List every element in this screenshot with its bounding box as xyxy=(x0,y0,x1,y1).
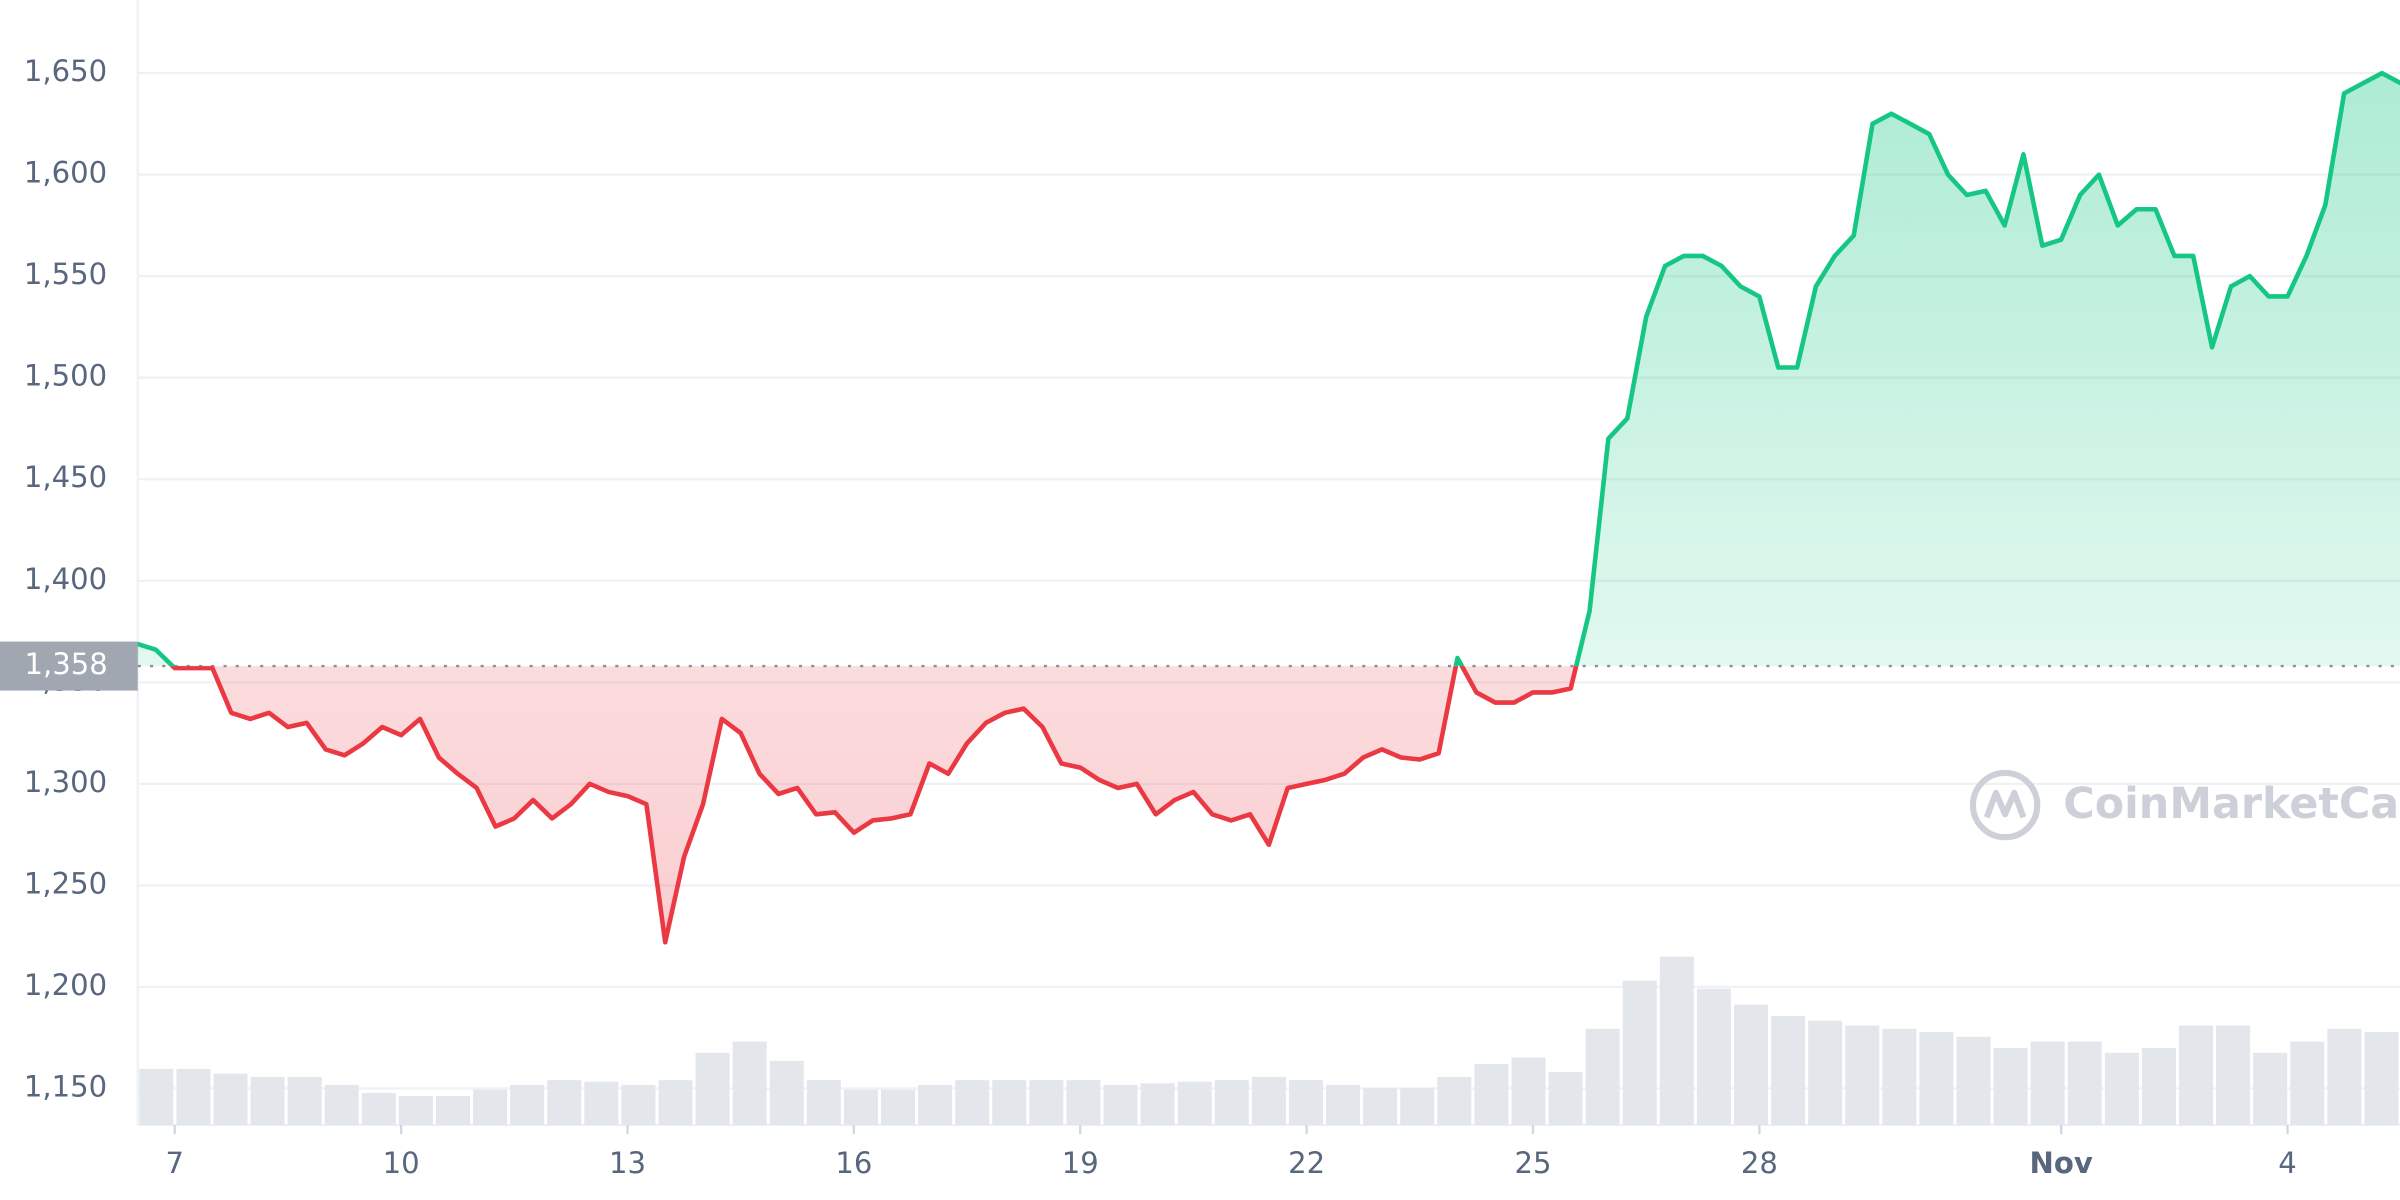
y-tick-label: 1,450 xyxy=(24,460,107,494)
watermark-text: CoinMarketCap xyxy=(2063,779,2400,829)
volume-bar xyxy=(1288,1080,1323,1125)
y-tick-label: 1,200 xyxy=(24,968,107,1002)
volume-bar xyxy=(1363,1088,1398,1125)
volume-bar xyxy=(361,1092,396,1125)
volume-bar xyxy=(473,1089,508,1125)
volume-bar xyxy=(1882,1028,1917,1125)
volume-bar xyxy=(881,1089,916,1125)
volume-bar xyxy=(955,1080,990,1125)
volume-bar xyxy=(584,1081,619,1125)
volume-bar xyxy=(2067,1041,2102,1125)
x-tick-label: 7 xyxy=(165,1146,184,1180)
y-tick-label: 1,300 xyxy=(24,765,107,799)
x-tick-label: 10 xyxy=(383,1146,420,1180)
volume-bar xyxy=(1474,1064,1509,1125)
y-tick-label: 1,400 xyxy=(24,562,107,596)
y-tick-label: 1,500 xyxy=(24,359,107,393)
logo xyxy=(1969,769,2041,841)
y-tick-label: 1,650 xyxy=(24,54,107,88)
x-tick-label: 28 xyxy=(1741,1146,1778,1180)
volume-bar xyxy=(2253,1052,2288,1125)
volume-bar xyxy=(1733,1004,1769,1125)
volume-bar xyxy=(695,1052,730,1125)
volume-bar xyxy=(1400,1088,1435,1125)
volume-bar xyxy=(658,1080,693,1125)
watermark: CoinMarketCap xyxy=(1969,769,2400,841)
volume-bar xyxy=(1177,1081,1212,1125)
x-tick-label: 22 xyxy=(1288,1146,1325,1180)
volume-bar xyxy=(1103,1084,1138,1125)
volume-bar xyxy=(769,1060,804,1125)
volume-bar xyxy=(1511,1057,1546,1125)
volume-bar xyxy=(732,1041,767,1125)
volume-bar xyxy=(1696,988,1731,1125)
volume-bar xyxy=(1066,1080,1101,1125)
axes: 1,1501,2001,2501,3001,3501,4001,4501,500… xyxy=(0,54,2297,1180)
reference-label-box xyxy=(0,641,138,691)
volume-bar xyxy=(1771,1015,1806,1125)
volume-bar xyxy=(1140,1083,1175,1125)
volume-bar xyxy=(2179,1025,2214,1125)
volume-bar xyxy=(398,1096,433,1125)
volume-bar xyxy=(547,1080,582,1125)
volume-bar xyxy=(1326,1084,1361,1125)
volume-bar xyxy=(1659,956,1694,1125)
volume-bar xyxy=(2141,1048,2176,1125)
y-tick-label: 1,550 xyxy=(24,257,107,291)
price-line-up xyxy=(136,70,2400,667)
volume xyxy=(139,956,2399,1125)
volume-bar xyxy=(2327,1028,2362,1125)
volume-bar xyxy=(510,1084,545,1125)
x-tick-label: Nov xyxy=(2030,1146,2093,1180)
volume-bar xyxy=(435,1096,470,1125)
volume-bar xyxy=(250,1076,285,1125)
volume-bar xyxy=(324,1084,359,1125)
x-tick-label: 25 xyxy=(1514,1146,1551,1180)
volume-bar xyxy=(992,1080,1027,1125)
volume-bar xyxy=(2104,1052,2139,1125)
price-line-down xyxy=(169,666,1579,945)
y-tick-label: 1,150 xyxy=(24,1069,107,1103)
x-tick-label: 16 xyxy=(835,1146,872,1180)
area-below xyxy=(172,666,1577,943)
x-tick-label: 4 xyxy=(2278,1146,2297,1180)
y-tick-label: 1,600 xyxy=(24,156,107,190)
volume-bar xyxy=(806,1080,841,1125)
area-above xyxy=(136,73,2400,667)
volume-bar xyxy=(1214,1080,1249,1125)
plot xyxy=(136,70,2400,945)
volume-bar xyxy=(139,1068,174,1125)
volume-bar xyxy=(843,1089,878,1125)
x-tick-label: 13 xyxy=(609,1146,646,1180)
volume-bar xyxy=(1993,1048,2028,1125)
volume-bar xyxy=(176,1068,211,1125)
volume-bar xyxy=(2364,1031,2399,1125)
volume-bar xyxy=(1437,1076,1472,1125)
volume-bar xyxy=(2290,1041,2325,1125)
volume-bar xyxy=(1029,1080,1064,1125)
volume-bar xyxy=(1919,1031,1954,1125)
logo-mark xyxy=(1983,789,2027,819)
volume-bar xyxy=(621,1084,656,1125)
reference-label: 1,358 xyxy=(24,647,107,681)
volume-bar xyxy=(918,1084,953,1125)
x-tick-label: 19 xyxy=(1062,1146,1099,1180)
volume-bar xyxy=(1956,1036,1991,1125)
volume-bar xyxy=(1251,1076,1286,1125)
volume-bar xyxy=(1845,1025,1880,1125)
volume-bar xyxy=(213,1073,248,1125)
volume-bar xyxy=(287,1076,322,1125)
volume-bar xyxy=(1622,980,1657,1125)
volume-bar xyxy=(2216,1025,2251,1125)
volume-bar xyxy=(1808,1020,1843,1125)
volume-bar xyxy=(1548,1072,1583,1125)
volume-bar xyxy=(2030,1041,2065,1125)
y-tick-label: 1,250 xyxy=(24,866,107,900)
volume-bar xyxy=(1585,1028,1620,1125)
